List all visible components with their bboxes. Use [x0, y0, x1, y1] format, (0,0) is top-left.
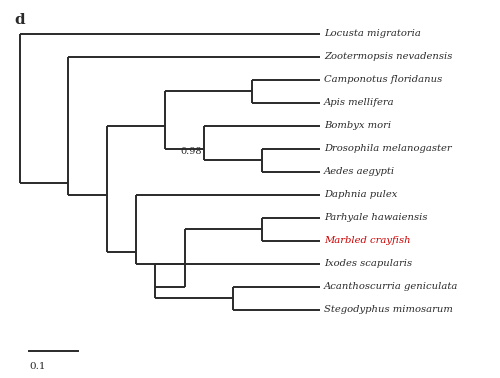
- Text: 0.1: 0.1: [30, 362, 46, 370]
- Text: d: d: [14, 13, 26, 27]
- Text: Drosophila melanogaster: Drosophila melanogaster: [324, 144, 452, 153]
- Text: Ixodes scapularis: Ixodes scapularis: [324, 259, 412, 268]
- Text: Stegodyphus mimosarum: Stegodyphus mimosarum: [324, 305, 453, 314]
- Text: Camponotus floridanus: Camponotus floridanus: [324, 75, 442, 84]
- Text: Acanthoscurria geniculata: Acanthoscurria geniculata: [324, 282, 458, 291]
- Text: Locusta migratoria: Locusta migratoria: [324, 29, 421, 38]
- Text: Daphnia pulex: Daphnia pulex: [324, 190, 398, 199]
- Text: 0.98: 0.98: [180, 147, 202, 156]
- Text: Aedes aegypti: Aedes aegypti: [324, 167, 396, 176]
- Text: Parhyale hawaiensis: Parhyale hawaiensis: [324, 213, 428, 222]
- Text: Bombyx mori: Bombyx mori: [324, 121, 392, 130]
- Text: Apis mellifera: Apis mellifera: [324, 98, 395, 107]
- Text: Marbled crayfish: Marbled crayfish: [324, 236, 411, 245]
- Text: Zootermopsis nevadensis: Zootermopsis nevadensis: [324, 52, 452, 61]
